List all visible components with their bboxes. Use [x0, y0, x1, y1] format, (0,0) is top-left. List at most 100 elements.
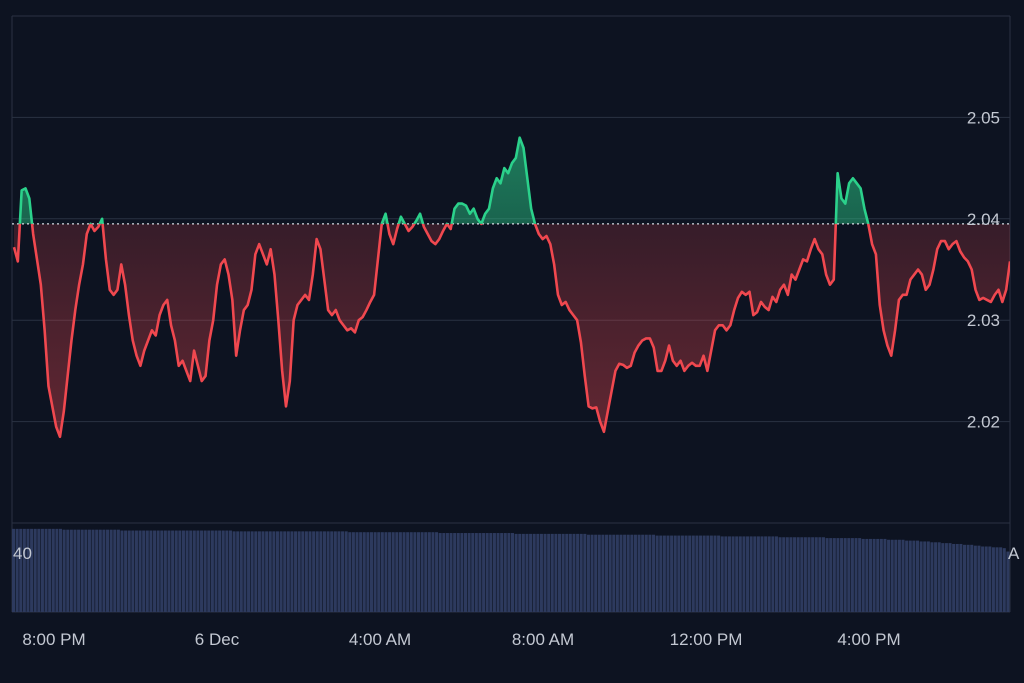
- volume-bar: [131, 530, 135, 612]
- volume-bar: [699, 535, 703, 612]
- volume-bar: [402, 532, 406, 612]
- volume-bar: [720, 536, 724, 612]
- volume-bar: [471, 533, 475, 612]
- x-tick-label: 8:00 AM: [512, 630, 574, 649]
- volume-bar: [605, 534, 609, 612]
- volume-bar: [858, 538, 862, 612]
- price-line-above: [18, 136, 870, 224]
- volume-bar: [586, 534, 590, 612]
- volume-bar: [796, 537, 800, 612]
- x-axis-ticks: 8:00 PM 6 Dec 4:00 AM 8:00 AM 12:00 PM 4:00 P…: [22, 630, 900, 649]
- volume-bar: [879, 538, 883, 612]
- volume-bar: [395, 532, 399, 612]
- volume-bar: [670, 535, 674, 612]
- volume-bar: [87, 529, 91, 612]
- volume-bar: [666, 535, 670, 612]
- volume-bar: [847, 538, 851, 612]
- volume-bar: [742, 536, 746, 612]
- volume-bar: [351, 532, 355, 612]
- volume-bar: [427, 532, 431, 612]
- volume-left-label: 40: [13, 544, 32, 563]
- volume-bar: [218, 530, 222, 612]
- volume-bar: [348, 532, 352, 612]
- volume-bar: [134, 530, 138, 612]
- volume-bar: [406, 532, 410, 612]
- volume-bar: [359, 532, 363, 612]
- volume-bar: [333, 531, 337, 612]
- volume-bar: [84, 529, 88, 612]
- volume-bar: [803, 537, 807, 612]
- volume-bar: [923, 541, 927, 612]
- y-tick-label: 2.05: [967, 108, 1000, 127]
- volume-bar: [315, 531, 319, 612]
- volume-bar: [977, 545, 981, 612]
- volume-bar: [167, 530, 171, 612]
- volume-bar: [865, 538, 869, 612]
- volume-bar: [26, 528, 30, 612]
- volume-bar: [912, 540, 916, 612]
- volume-bar: [843, 538, 847, 612]
- volume-bar: [330, 531, 334, 612]
- x-tick-label: 4:00 AM: [349, 630, 411, 649]
- volume-bar: [554, 533, 558, 612]
- volume-bar: [894, 539, 898, 612]
- volume-bar: [746, 536, 750, 612]
- volume-bar: [854, 538, 858, 612]
- volume-bar: [984, 546, 988, 612]
- volume-bar: [941, 543, 945, 612]
- volume-bar: [163, 530, 167, 612]
- y-tick-label: 2.04: [967, 210, 1000, 229]
- volume-bar: [999, 547, 1003, 612]
- volume-bar: [934, 542, 938, 612]
- volume-bar: [800, 537, 804, 612]
- volume-bar: [861, 538, 865, 612]
- volume-bar: [641, 534, 645, 612]
- volume-bar: [511, 533, 515, 612]
- volume-bar: [181, 530, 185, 612]
- volume-bar: [261, 531, 265, 612]
- volume-bar: [22, 528, 26, 612]
- volume-bar: [901, 539, 905, 612]
- volume-bar: [380, 532, 384, 612]
- volume-bar: [677, 535, 681, 612]
- volume-bar: [460, 533, 464, 612]
- volume-bar: [467, 533, 471, 612]
- volume-bar: [695, 535, 699, 612]
- volume-bar: [706, 535, 710, 612]
- volume-bar: [239, 531, 243, 612]
- volume-bar: [109, 529, 113, 612]
- volume-bar: [355, 532, 359, 612]
- volume-bar: [561, 533, 565, 612]
- volume-bar: [116, 529, 120, 612]
- volume-bar: [539, 533, 543, 612]
- volume-bar: [648, 534, 652, 612]
- volume-bar: [189, 530, 193, 612]
- volume-bar: [366, 532, 370, 612]
- volume-bar: [764, 536, 768, 612]
- volume-bar: [257, 531, 261, 612]
- volume-bar: [778, 537, 782, 612]
- volume-bar: [290, 531, 294, 612]
- volume-bar: [793, 537, 797, 612]
- volume-bar: [659, 535, 663, 612]
- x-tick-label: 4:00 PM: [837, 630, 900, 649]
- volume-bar: [547, 533, 551, 612]
- volume-bar: [185, 530, 189, 612]
- volume-bar: [970, 544, 974, 612]
- x-tick-label: 6 Dec: [195, 630, 240, 649]
- volume-bar: [120, 530, 124, 612]
- volume-bar: [200, 530, 204, 612]
- volume-bar: [250, 531, 254, 612]
- volume-bar: [872, 538, 876, 612]
- volume-bar: [243, 531, 247, 612]
- x-tick-label: 8:00 PM: [22, 630, 85, 649]
- volume-bar: [691, 535, 695, 612]
- volume-bar: [145, 530, 149, 612]
- volume-bar: [482, 533, 486, 612]
- volume-bar: [308, 531, 312, 612]
- volume-bar: [518, 533, 522, 612]
- volume-bar: [51, 528, 55, 612]
- volume-bar: [113, 529, 117, 612]
- volume-bar: [597, 534, 601, 612]
- volume-bar: [836, 538, 840, 612]
